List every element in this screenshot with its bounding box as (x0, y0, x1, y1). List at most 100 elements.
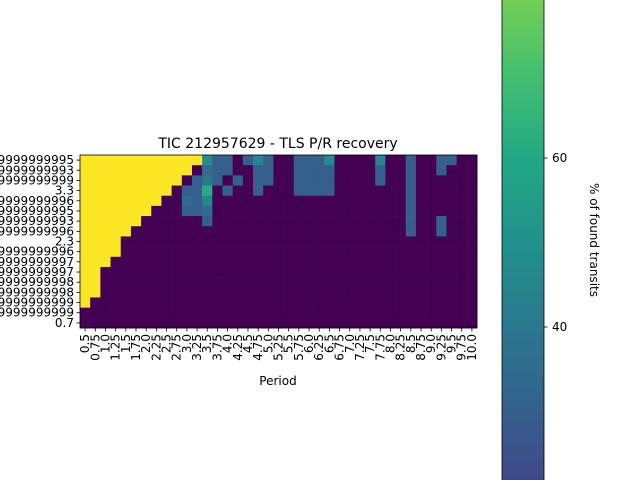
heat-cell (242, 165, 254, 176)
heat-cell (242, 297, 254, 308)
heat-cell (415, 256, 427, 268)
heat-cell (171, 185, 183, 197)
heat-cell (100, 266, 111, 278)
heat-cell (181, 246, 193, 258)
heat-cell (202, 277, 213, 288)
heat-cell (466, 175, 478, 186)
heat-cell (324, 287, 335, 298)
y-tick-label: 2.4999999999999996 (0, 224, 74, 238)
heat-cell (436, 256, 447, 268)
heat-cell (273, 185, 284, 197)
heat-cell (344, 317, 356, 329)
heat-cell (415, 155, 427, 166)
x-tick-label: 0.5 (78, 334, 92, 353)
heat-cell (151, 287, 162, 298)
heat-cell (405, 165, 417, 176)
heat-cell (191, 185, 203, 197)
heat-cell (293, 236, 305, 247)
heat-cell (151, 266, 162, 278)
heat-cell (161, 195, 172, 207)
heat-cell (90, 226, 101, 237)
heat-cell (334, 205, 345, 217)
x-tick-label: 5.25 (272, 334, 286, 361)
heat-cell (426, 226, 437, 237)
heat-cell (120, 256, 132, 268)
heat-cell (191, 277, 203, 288)
heat-cell (273, 317, 284, 329)
heat-cell (120, 226, 132, 237)
heat-cell (80, 195, 91, 207)
heat-cell (212, 185, 223, 197)
heat-cell (141, 165, 152, 176)
heat-cell (130, 307, 142, 319)
heat-cell (324, 216, 335, 227)
heat-cell (120, 185, 132, 197)
heat-cell (324, 256, 335, 268)
heat-cell (385, 246, 396, 258)
heat-cell (141, 185, 152, 197)
heat-cell (426, 236, 437, 247)
heat-cell (344, 307, 356, 319)
x-tick-label: 8.0 (383, 334, 397, 353)
heat-cell (365, 266, 376, 278)
heat-cell (191, 266, 203, 278)
heat-cell (344, 216, 356, 227)
heat-cell (161, 246, 172, 258)
y-tick-label: 0.7 (55, 316, 74, 330)
heat-cell (202, 266, 213, 278)
heat-cell (130, 246, 142, 258)
heat-cell (242, 226, 254, 237)
heat-cell (344, 256, 356, 268)
heat-cell (334, 297, 345, 308)
heat-cell (141, 246, 152, 258)
heat-cell (191, 297, 203, 308)
heat-cell (314, 226, 325, 237)
heat-cell (151, 317, 162, 329)
heat-cell (303, 297, 315, 308)
heat-cell (314, 155, 325, 166)
heat-cell (222, 155, 233, 166)
heat-cell (466, 287, 478, 298)
heat-cell (283, 246, 295, 258)
heat-cell (415, 185, 427, 197)
heat-cell (385, 266, 396, 278)
heat-cell (283, 205, 295, 217)
heat-cell (375, 155, 386, 166)
heat-cell (181, 185, 193, 197)
heat-cell (222, 226, 233, 237)
heat-cell (303, 185, 315, 197)
heat-cell (426, 266, 437, 278)
heat-cell (212, 266, 223, 278)
heat-cell (212, 165, 223, 176)
heat-cell (405, 195, 417, 207)
x-tick-label: 1.0 (98, 334, 112, 353)
heat-cell (395, 287, 407, 298)
heat-cell (242, 266, 254, 278)
heat-cell (120, 165, 132, 176)
heat-cell (314, 236, 325, 247)
heat-cell (212, 297, 223, 308)
heat-cell (253, 185, 264, 197)
heat-cell (375, 165, 386, 176)
heat-cell (171, 195, 183, 207)
heat-cell (151, 297, 162, 308)
y-tick-label: 1.8999999999999997 (0, 255, 74, 269)
heat-cell (456, 297, 468, 308)
heat-cell (283, 277, 295, 288)
heat-cell (354, 165, 366, 176)
heat-cell (375, 195, 386, 207)
heat-cell (181, 165, 193, 176)
heat-cell (395, 307, 407, 319)
heat-cell (283, 216, 295, 227)
y-tick-label: 3.4999999999999999 (0, 173, 74, 187)
heat-cell (375, 266, 386, 278)
heat-cell (344, 246, 356, 258)
heat-cell (466, 317, 478, 329)
heat-cell (303, 266, 315, 278)
x-tick-label: 7.25 (353, 334, 367, 361)
heat-cell (181, 287, 193, 298)
heat-cell (446, 246, 457, 258)
heat-cell (202, 155, 213, 166)
heat-cell (100, 297, 111, 308)
heat-cell (283, 175, 295, 186)
